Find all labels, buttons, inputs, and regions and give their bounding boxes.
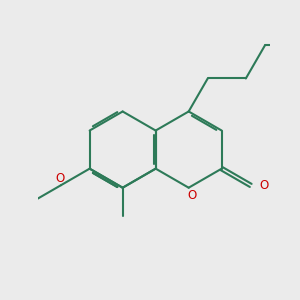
Text: O: O xyxy=(56,172,65,185)
Text: O: O xyxy=(188,189,197,202)
Text: O: O xyxy=(260,179,269,192)
